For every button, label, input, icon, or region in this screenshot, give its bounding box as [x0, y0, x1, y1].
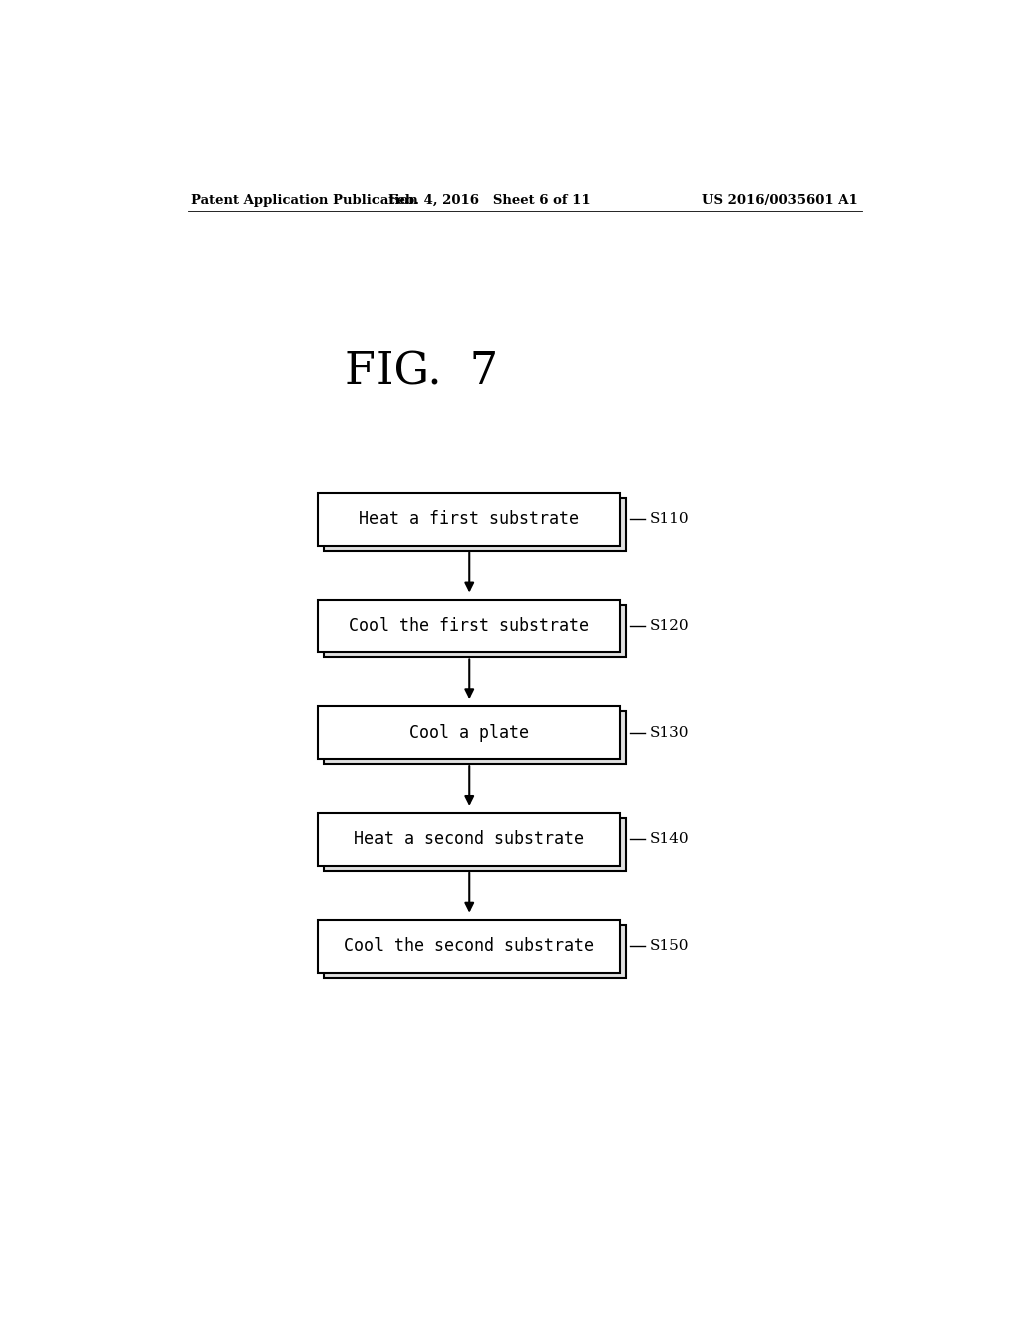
Bar [324, 605, 626, 657]
Bar [324, 498, 626, 550]
Text: Cool a plate: Cool a plate [410, 723, 529, 742]
Text: Cool the second substrate: Cool the second substrate [344, 937, 594, 956]
Text: S110: S110 [649, 512, 689, 527]
Text: S150: S150 [649, 939, 689, 953]
Bar [324, 818, 626, 871]
Text: Feb. 4, 2016   Sheet 6 of 11: Feb. 4, 2016 Sheet 6 of 11 [388, 194, 591, 206]
Text: US 2016/0035601 A1: US 2016/0035601 A1 [702, 194, 858, 206]
Bar [324, 711, 626, 764]
Text: Patent Application Publication: Patent Application Publication [191, 194, 418, 206]
Text: Cool the first substrate: Cool the first substrate [349, 616, 589, 635]
Bar [318, 599, 621, 652]
Bar [318, 813, 621, 866]
Bar [318, 920, 621, 973]
Text: Heat a first substrate: Heat a first substrate [359, 511, 580, 528]
Text: S140: S140 [649, 833, 689, 846]
Bar [318, 706, 621, 759]
Text: S120: S120 [649, 619, 689, 634]
Bar [318, 492, 621, 545]
Text: Heat a second substrate: Heat a second substrate [354, 830, 585, 849]
Bar [324, 925, 626, 978]
Text: S130: S130 [649, 726, 689, 739]
Text: FIG.  7: FIG. 7 [345, 350, 499, 393]
